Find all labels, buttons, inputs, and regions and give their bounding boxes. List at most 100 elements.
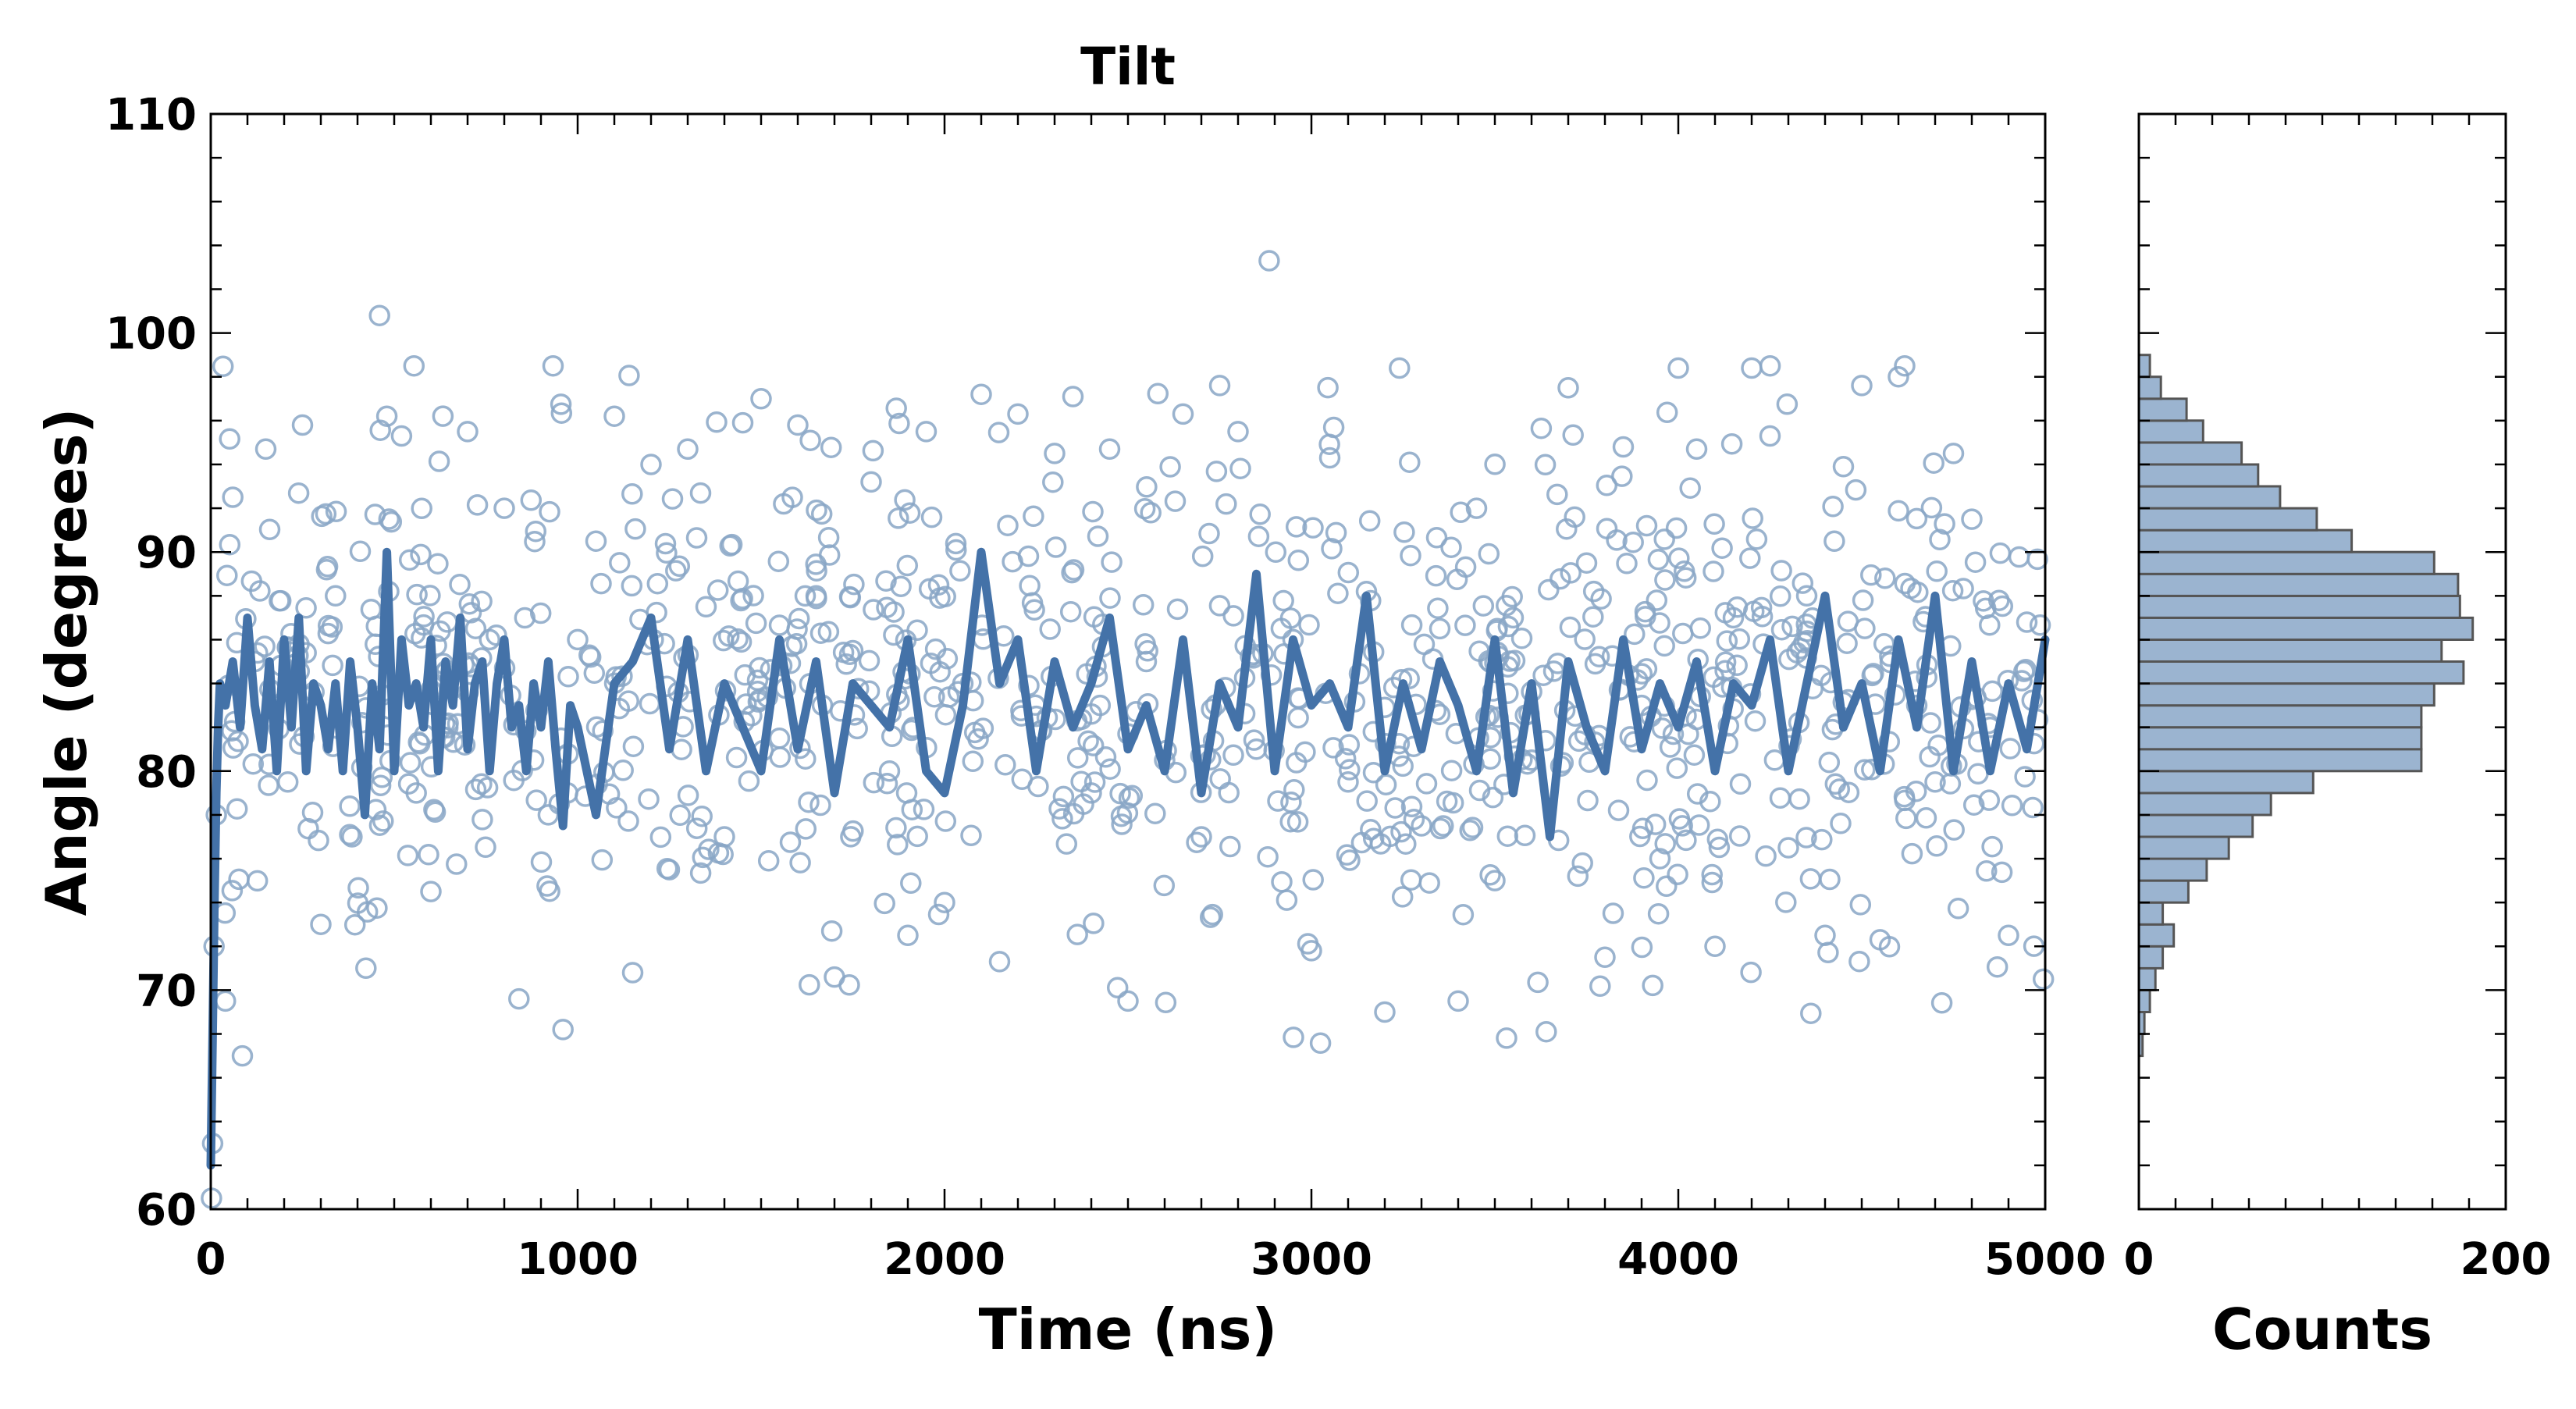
scatter-point: [1062, 386, 1084, 407]
scatter-point: [788, 607, 810, 630]
scatter-point: [1132, 594, 1155, 616]
scatter-point: [1066, 747, 1089, 769]
scatter-point: [291, 414, 314, 436]
scatter-point: [347, 892, 369, 914]
scatter-point: [1532, 664, 1554, 686]
histogram-bar: [2137, 419, 2204, 444]
scatter-point: [746, 669, 769, 692]
scatter-point: [1265, 541, 1287, 564]
scatter-point: [2029, 614, 2051, 636]
scatter-point: [539, 500, 560, 523]
scatter-point: [1052, 785, 1075, 808]
scatter-point: [287, 482, 310, 504]
scatter-point: [464, 617, 487, 639]
scatter-point: [1337, 561, 1360, 584]
scatter-point: [258, 518, 281, 541]
scatter-point: [1920, 712, 1941, 734]
scatter-point: [894, 489, 916, 511]
scatter-point: [1055, 833, 1078, 855]
scatter-point: [1770, 560, 1792, 582]
scatter-point: [1098, 438, 1121, 461]
scatter-point: [695, 596, 717, 618]
scatter-point: [1287, 550, 1310, 571]
scatter-point: [945, 539, 967, 561]
scatter-point: [885, 817, 907, 839]
scatter-point: [1818, 751, 1841, 774]
scatter-point: [1675, 829, 1697, 852]
scatter-point: [1742, 507, 1763, 529]
y-axis-label: Angle (degrees): [34, 408, 99, 916]
scatter-point: [685, 817, 708, 839]
scatter-point: [1711, 537, 1733, 559]
scatter-point: [349, 540, 372, 563]
scatter-point: [1920, 496, 1943, 519]
scatter-point: [1083, 771, 1106, 793]
y-tick-label: 60: [136, 1185, 197, 1236]
histogram-ticks: 0 200: [2124, 112, 2551, 1285]
scatter-point: [1099, 758, 1121, 780]
scatter-point: [1338, 734, 1361, 756]
scatter-point: [1947, 898, 1969, 920]
scatter-point: [1895, 807, 1917, 830]
scatter-point: [1302, 517, 1324, 539]
scatter-point: [1828, 778, 1851, 800]
scatter-point: [1501, 585, 1523, 608]
running-average-line: [206, 547, 2050, 1170]
scatter-point: [1321, 538, 1343, 560]
scatter-point: [1334, 748, 1357, 770]
histogram-bar: [2137, 354, 2151, 379]
scatter-point: [493, 497, 515, 519]
scatter-point: [1061, 561, 1083, 584]
x-tick-label: 2000: [884, 1234, 1005, 1285]
scatter-point: [1706, 828, 1729, 851]
scatter-point: [1582, 606, 1604, 628]
scatter-point: [325, 585, 347, 607]
histogram-bar: [2137, 748, 2423, 773]
scatter-point: [1327, 582, 1349, 604]
scatter-point: [1622, 531, 1644, 553]
scatter-point: [713, 629, 735, 652]
scatter-point: [1534, 454, 1557, 476]
scatter-point: [1720, 432, 1743, 455]
scatter-point: [1247, 525, 1270, 547]
scatter-point: [1981, 835, 2003, 858]
scatter-point: [920, 506, 943, 528]
scatter-point: [1656, 875, 1678, 898]
scatter-point: [1574, 628, 1596, 650]
histogram-bar: [2137, 528, 2354, 553]
scatter-point: [1647, 902, 1670, 925]
scatter-point: [1510, 627, 1533, 649]
scatter-point: [1714, 651, 1737, 674]
scatter-point: [1356, 790, 1378, 812]
scatter-point: [254, 635, 276, 657]
scatter-point: [1118, 787, 1140, 809]
scatter-point: [1215, 493, 1237, 515]
scatter-point: [1562, 424, 1584, 447]
scatter-point: [839, 586, 862, 609]
scatter-point: [276, 771, 299, 793]
scatter-point: [1062, 802, 1085, 825]
scatter-point: [1635, 658, 1658, 680]
scatter-point: [773, 493, 795, 515]
scatter-point: [876, 773, 898, 795]
scatter-point: [1243, 729, 1265, 751]
scatter-point: [369, 419, 391, 441]
scatter-point: [1665, 517, 1688, 539]
y-tick-label: 90: [136, 528, 197, 578]
scatter-point: [240, 570, 263, 592]
scatter-point: [1672, 622, 1694, 645]
histogram-bar: [2137, 879, 2190, 904]
scatter-point: [787, 414, 809, 436]
scatter-point: [1860, 564, 1882, 586]
scatter-point: [1795, 585, 1818, 607]
scatter-point: [524, 530, 546, 553]
x-tick-label: 3000: [1251, 1234, 1372, 1285]
scatter-point: [591, 849, 614, 871]
scatter-point: [1144, 802, 1166, 824]
scatter-point: [1888, 365, 1909, 388]
scatter-point: [742, 585, 764, 607]
scatter-point: [413, 606, 435, 628]
scatter-point: [768, 727, 791, 749]
scatter-point: [297, 817, 319, 840]
scatter-point: [471, 590, 493, 613]
